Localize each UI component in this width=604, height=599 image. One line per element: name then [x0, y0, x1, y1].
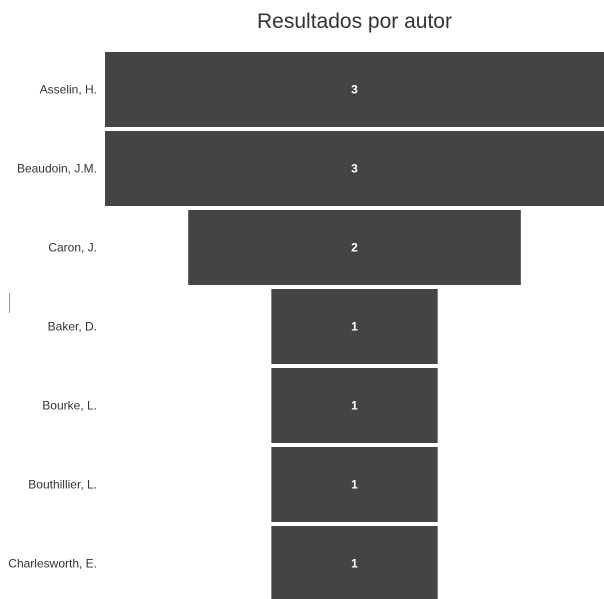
data-label-3: 1: [351, 320, 358, 334]
data-label-6: 1: [351, 557, 358, 571]
bar-3: [271, 289, 438, 364]
bar-2: [188, 210, 521, 285]
bar-1: [105, 131, 604, 206]
data-label-2: 2: [351, 241, 358, 255]
chart-title: Resultados por autor: [257, 10, 452, 33]
bar-4: [271, 368, 438, 443]
category-label-6: Charlesworth, E.: [8, 557, 97, 571]
category-label-0: Asselin, H.: [40, 83, 97, 97]
bar-5: [271, 447, 438, 522]
data-label-1: 3: [351, 162, 358, 176]
category-label-3: Baker, D.: [48, 320, 97, 334]
category-label-1: Beaudoin, J.M.: [17, 162, 97, 176]
bar-6: [271, 526, 438, 599]
category-label-5: Bouthillier, L.: [28, 478, 97, 492]
bar-0: [105, 52, 604, 127]
data-label-4: 1: [351, 399, 358, 413]
category-label-4: Bourke, L.: [42, 399, 97, 413]
category-label-2: Caron, J.: [48, 241, 97, 255]
axis-marker: [9, 293, 10, 313]
data-label-5: 1: [351, 478, 358, 492]
data-label-0: 3: [351, 83, 358, 97]
